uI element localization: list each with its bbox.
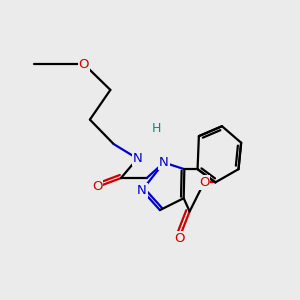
Text: O: O — [79, 58, 89, 70]
Text: O: O — [199, 176, 209, 189]
Text: N: N — [159, 156, 169, 169]
Text: O: O — [174, 232, 184, 245]
Text: O: O — [92, 181, 102, 194]
Text: N: N — [137, 184, 147, 197]
Text: N: N — [133, 152, 142, 165]
Text: H: H — [151, 122, 160, 135]
